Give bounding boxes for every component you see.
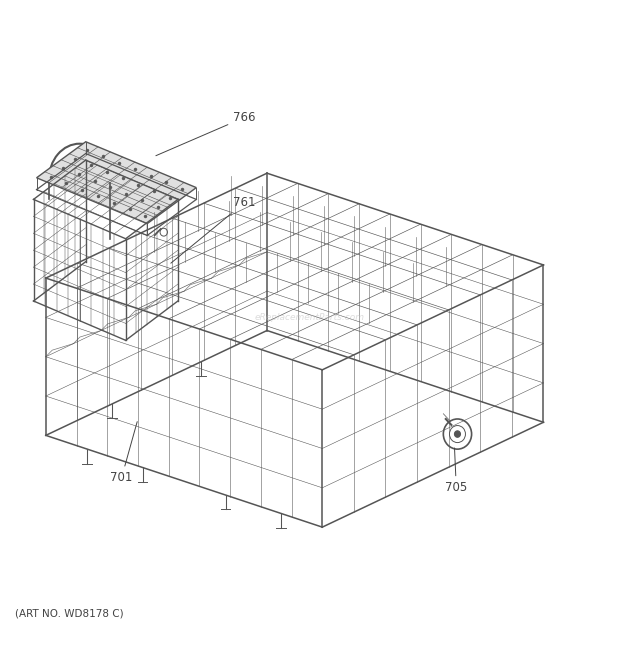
Circle shape: [454, 431, 461, 438]
Text: 701: 701: [110, 422, 137, 485]
Text: 705: 705: [445, 448, 467, 494]
Text: eReplacementParts.com: eReplacementParts.com: [255, 313, 365, 322]
Text: 761: 761: [171, 196, 255, 263]
Polygon shape: [37, 141, 197, 223]
Text: 766: 766: [156, 111, 255, 156]
Text: (ART NO. WD8178 C): (ART NO. WD8178 C): [15, 609, 124, 619]
